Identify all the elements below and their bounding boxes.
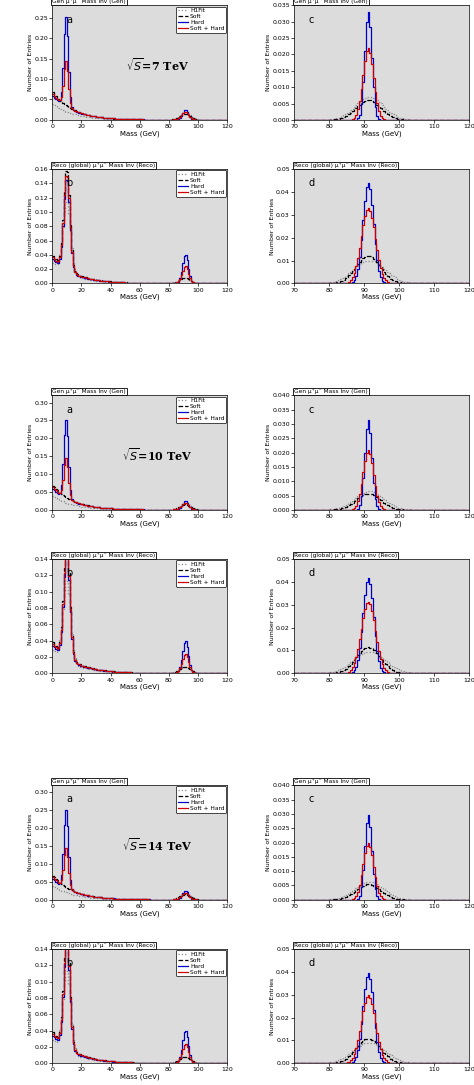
- Text: Reco (global) μ⁺μ⁻ Mass Inv (Reco): Reco (global) μ⁺μ⁻ Mass Inv (Reco): [294, 552, 397, 558]
- X-axis label: Mass (GeV): Mass (GeV): [362, 1074, 401, 1081]
- Y-axis label: Number of Entries: Number of Entries: [28, 197, 33, 255]
- Y-axis label: Number of Entries: Number of Entries: [270, 197, 275, 255]
- Legend: H1Fit, Soft, Hard, Soft + Hard: H1Fit, Soft, Hard, Soft + Hard: [176, 950, 226, 977]
- Text: c: c: [308, 14, 313, 25]
- Text: a: a: [66, 14, 72, 25]
- Text: d: d: [308, 569, 314, 578]
- X-axis label: Mass (GeV): Mass (GeV): [120, 910, 160, 917]
- X-axis label: Mass (GeV): Mass (GeV): [362, 130, 401, 137]
- Y-axis label: Number of Entries: Number of Entries: [266, 424, 271, 482]
- Y-axis label: Number of Entries: Number of Entries: [270, 587, 275, 644]
- Text: Gen μ⁺μ⁻ Mass Inv (Gen): Gen μ⁺μ⁻ Mass Inv (Gen): [294, 0, 368, 4]
- Legend: H1Fit, Soft, Hard, Soft + Hard: H1Fit, Soft, Hard, Soft + Hard: [176, 170, 226, 196]
- Text: d: d: [308, 958, 314, 968]
- Y-axis label: Number of Entries: Number of Entries: [28, 587, 33, 644]
- X-axis label: Mass (GeV): Mass (GeV): [362, 521, 401, 527]
- Text: Reco (global) μ⁺μ⁻ Mass Inv (Reco): Reco (global) μ⁺μ⁻ Mass Inv (Reco): [294, 943, 397, 948]
- Text: c: c: [308, 794, 313, 804]
- Text: Reco (global) μ⁺μ⁻ Mass Inv (Reco): Reco (global) μ⁺μ⁻ Mass Inv (Reco): [52, 943, 155, 948]
- Text: $\sqrt{S}$=7 TeV: $\sqrt{S}$=7 TeV: [126, 56, 189, 74]
- Legend: H1Fit, Soft, Hard, Soft + Hard: H1Fit, Soft, Hard, Soft + Hard: [176, 560, 226, 587]
- Text: d: d: [308, 178, 314, 188]
- Y-axis label: Number of Entries: Number of Entries: [28, 814, 33, 871]
- Text: Gen μ⁺μ⁻ Mass Inv (Gen): Gen μ⁺μ⁻ Mass Inv (Gen): [52, 779, 126, 784]
- Text: $\sqrt{S}$=14 TeV: $\sqrt{S}$=14 TeV: [122, 837, 192, 853]
- Text: Gen μ⁺μ⁻ Mass Inv (Gen): Gen μ⁺μ⁻ Mass Inv (Gen): [52, 0, 126, 4]
- Text: b: b: [66, 958, 73, 968]
- Text: c: c: [308, 405, 313, 414]
- Y-axis label: Number of Entries: Number of Entries: [28, 978, 33, 1035]
- X-axis label: Mass (GeV): Mass (GeV): [120, 130, 160, 137]
- Y-axis label: Number of Entries: Number of Entries: [266, 814, 271, 871]
- Text: Reco (global) μ⁺μ⁻ Mass Inv (Reco): Reco (global) μ⁺μ⁻ Mass Inv (Reco): [52, 163, 155, 168]
- Y-axis label: Number of Entries: Number of Entries: [266, 34, 271, 91]
- Text: $\sqrt{S}$=10 TeV: $\sqrt{S}$=10 TeV: [122, 447, 192, 463]
- Text: a: a: [66, 794, 72, 804]
- Legend: H1Fit, Soft, Hard, Soft + Hard: H1Fit, Soft, Hard, Soft + Hard: [176, 787, 226, 813]
- Text: Gen μ⁺μ⁻ Mass Inv (Gen): Gen μ⁺μ⁻ Mass Inv (Gen): [294, 779, 368, 784]
- X-axis label: Mass (GeV): Mass (GeV): [120, 521, 160, 527]
- Text: Gen μ⁺μ⁻ Mass Inv (Gen): Gen μ⁺μ⁻ Mass Inv (Gen): [294, 390, 368, 394]
- Y-axis label: Number of Entries: Number of Entries: [270, 978, 275, 1035]
- Legend: H1Fit, Soft, Hard, Soft + Hard: H1Fit, Soft, Hard, Soft + Hard: [176, 7, 226, 33]
- Text: Reco (global) μ⁺μ⁻ Mass Inv (Reco): Reco (global) μ⁺μ⁻ Mass Inv (Reco): [294, 163, 397, 168]
- Text: Reco (global) μ⁺μ⁻ Mass Inv (Reco): Reco (global) μ⁺μ⁻ Mass Inv (Reco): [52, 552, 155, 558]
- Text: Gen μ⁺μ⁻ Mass Inv (Gen): Gen μ⁺μ⁻ Mass Inv (Gen): [52, 390, 126, 394]
- Text: a: a: [66, 405, 72, 414]
- X-axis label: Mass (GeV): Mass (GeV): [362, 684, 401, 690]
- Text: b: b: [66, 178, 73, 188]
- X-axis label: Mass (GeV): Mass (GeV): [362, 294, 401, 301]
- Text: b: b: [66, 569, 73, 578]
- Y-axis label: Number of Entries: Number of Entries: [28, 424, 33, 482]
- Legend: H1Fit, Soft, Hard, Soft + Hard: H1Fit, Soft, Hard, Soft + Hard: [176, 396, 226, 423]
- X-axis label: Mass (GeV): Mass (GeV): [120, 1074, 160, 1081]
- X-axis label: Mass (GeV): Mass (GeV): [362, 910, 401, 917]
- X-axis label: Mass (GeV): Mass (GeV): [120, 294, 160, 301]
- X-axis label: Mass (GeV): Mass (GeV): [120, 684, 160, 690]
- Y-axis label: Number of Entries: Number of Entries: [28, 34, 33, 91]
